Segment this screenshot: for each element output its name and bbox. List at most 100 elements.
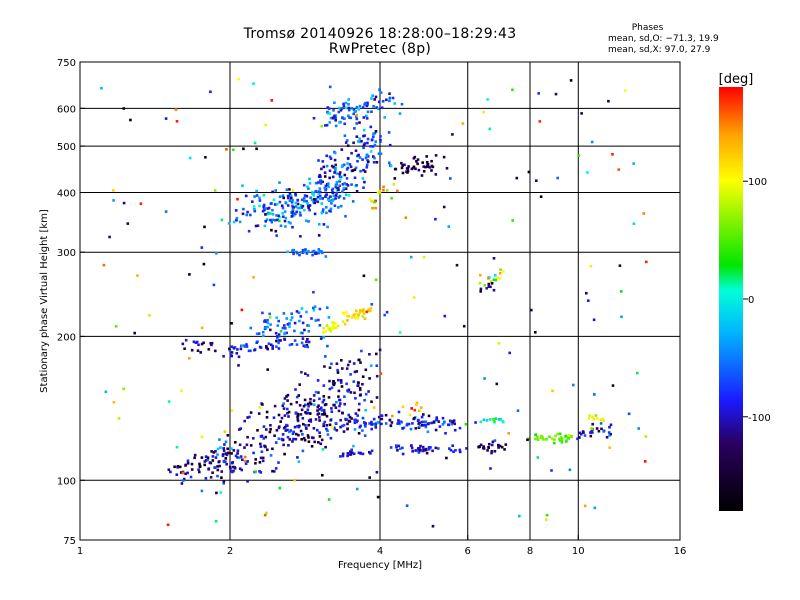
data-point: [269, 328, 272, 332]
data-point: [272, 198, 276, 202]
y-tick-label: 300: [57, 248, 76, 259]
data-point: [482, 445, 486, 448]
data-point: [334, 185, 338, 189]
data-point: [266, 318, 269, 322]
data-point: [281, 212, 284, 215]
data-point: [181, 342, 185, 346]
data-point: [318, 187, 322, 190]
data-point: [277, 413, 281, 417]
data-point: [334, 124, 338, 128]
data-point: [231, 470, 234, 474]
data-point: [479, 290, 482, 293]
data-point: [382, 188, 385, 192]
data-point: [280, 204, 284, 208]
colorbar-ticks: 100 0 -100: [743, 177, 771, 424]
data-point: [192, 340, 196, 344]
data-point: [391, 414, 394, 418]
y-axis-label: Stationary phase Virtual Height [km]: [39, 209, 50, 393]
data-point: [343, 173, 347, 177]
data-point: [182, 477, 186, 481]
data-point: [203, 463, 206, 467]
data-point: [597, 429, 601, 433]
data-point: [324, 355, 327, 358]
data-point: [236, 449, 240, 452]
data-point: [325, 324, 329, 327]
data-point: [393, 177, 397, 180]
data-point: [605, 436, 609, 439]
data-point: [273, 434, 276, 437]
data-point: [369, 145, 372, 148]
data-point: [256, 224, 260, 227]
data-point: [542, 438, 545, 441]
data-point: [255, 341, 258, 344]
data-point: [296, 418, 300, 421]
data-point: [333, 322, 337, 325]
data-point: [321, 473, 324, 477]
data-point: [422, 448, 426, 452]
data-point: [413, 155, 417, 159]
data-point: [294, 212, 297, 216]
data-point: [343, 402, 346, 406]
data-point: [232, 449, 236, 452]
data-point: [327, 396, 331, 399]
data-point: [305, 340, 308, 344]
data-point: [588, 414, 591, 417]
data-point: [325, 154, 328, 158]
data-point: [347, 194, 351, 197]
data-point: [527, 170, 531, 174]
data-point: [419, 406, 423, 409]
data-point: [307, 187, 310, 190]
data-point: [235, 218, 238, 222]
data-point: [286, 424, 289, 427]
data-point: [277, 333, 281, 336]
data-point: [188, 357, 191, 360]
data-point: [372, 135, 375, 138]
data-point: [318, 408, 321, 411]
data-point: [301, 449, 305, 453]
data-point: [394, 167, 398, 171]
data-point: [449, 420, 453, 423]
data-point: [576, 437, 579, 441]
data-point: [306, 185, 309, 189]
data-point: [373, 200, 376, 204]
data-point: [286, 428, 289, 432]
data-point: [454, 449, 457, 452]
data-point: [326, 306, 329, 309]
data-point: [338, 404, 341, 408]
data-point: [278, 181, 281, 184]
data-point: [434, 217, 437, 221]
data-point: [211, 459, 215, 462]
data-point: [582, 431, 585, 434]
data-point: [328, 209, 331, 213]
data-point: [321, 197, 324, 200]
data-point: [271, 208, 274, 212]
data-point: [297, 425, 300, 429]
data-point: [492, 288, 496, 292]
data-point: [257, 412, 261, 415]
data-point: [292, 437, 295, 441]
data-point: [299, 204, 303, 207]
data-point: [370, 449, 374, 453]
data-point: [318, 419, 321, 422]
data-point: [295, 395, 299, 399]
data-point: [430, 421, 433, 425]
data-point: [317, 234, 321, 237]
data-point: [602, 430, 605, 433]
data-point: [329, 157, 333, 160]
data-point: [338, 171, 342, 174]
data-point: [420, 415, 424, 419]
data-point: [262, 425, 266, 428]
data-point: [210, 450, 213, 453]
data-point: [264, 123, 267, 127]
data-point: [515, 176, 519, 180]
data-point: [241, 458, 244, 461]
data-point: [307, 419, 311, 422]
data-point: [401, 452, 405, 456]
data-point: [643, 460, 647, 463]
x-axis-label: Frequency [MHz]: [338, 560, 422, 571]
data-point: [264, 435, 268, 439]
data-point: [479, 287, 483, 291]
data-point: [415, 403, 418, 406]
data-point: [313, 305, 317, 308]
data-point: [232, 347, 236, 350]
